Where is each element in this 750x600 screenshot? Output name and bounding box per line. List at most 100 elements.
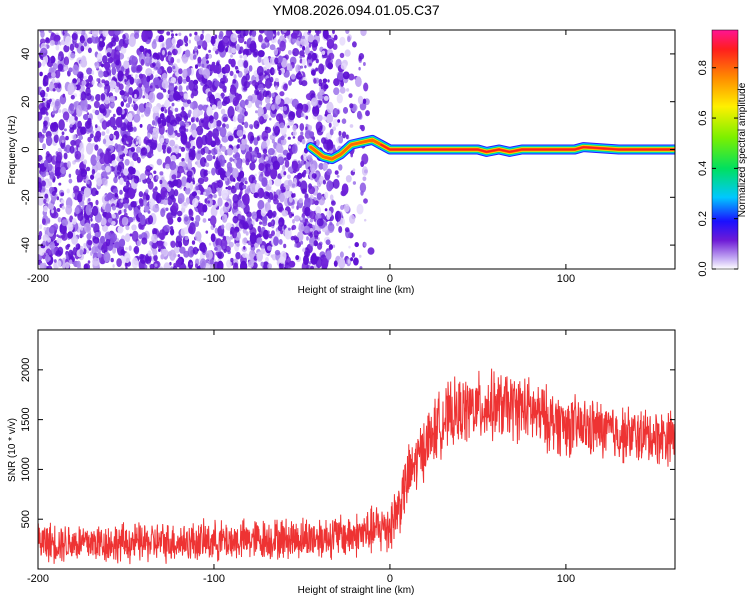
spectrogram-noise-speck	[188, 148, 196, 161]
spectrogram-noise-speck	[221, 214, 228, 223]
spectrogram-noise-speck	[65, 135, 69, 141]
spectrogram-noise-speck	[178, 85, 183, 92]
spectrogram-noise-speck	[151, 130, 159, 141]
spectrogram-noise-speck	[53, 134, 59, 144]
spectrogram-noise-speck	[157, 240, 164, 247]
spectrogram-noise-speck	[39, 262, 45, 269]
spectrogram-noise-speck	[340, 205, 344, 210]
spectrogram-noise-speck	[267, 222, 273, 228]
spectrogram-noise-speck	[283, 157, 287, 161]
spectrogram-noise-speck	[328, 244, 333, 250]
spectrogram-noise-speck	[292, 124, 297, 132]
spectrogram-noise-speck	[122, 167, 129, 176]
spectrogram-noise-speck	[138, 191, 144, 198]
spectrogram-noise-speck	[149, 174, 153, 179]
spectrogram-noise-speck	[326, 168, 332, 176]
spectrogram-noise-speck	[125, 85, 130, 93]
spectrogram-noise-speck	[177, 216, 182, 223]
spectrogram-noise-speck	[232, 215, 239, 224]
spectrogram-noise-speck	[220, 238, 228, 251]
spectrogram-noise-speck	[204, 47, 207, 51]
spectrogram-noise-speck	[43, 227, 47, 231]
spectrogram-noise-speck	[220, 108, 226, 115]
spectrogram-noise-speck	[207, 130, 213, 139]
spectrogram-noise-speck	[326, 113, 334, 124]
spectrogram-noise-speck	[300, 217, 303, 221]
spectrogram-noise-speck	[190, 92, 194, 99]
spectrogram-noise-speck	[298, 198, 303, 204]
spectrogram-noise-speck	[329, 128, 334, 136]
spectrogram-noise-speck	[291, 224, 297, 230]
spectrogram-noise-speck	[358, 53, 365, 60]
y-tick-label: 40	[20, 48, 32, 60]
spectrogram-noise-speck	[197, 104, 204, 111]
spectrogram-noise-speck	[124, 158, 130, 166]
spectrogram-noise-speck	[322, 30, 329, 40]
spectrogram-noise-speck	[72, 246, 78, 256]
spectrogram-noise-speck	[225, 171, 231, 177]
spectrogram-noise-speck	[77, 192, 83, 203]
spectrogram-noise-speck	[131, 104, 135, 108]
spectrogram-noise-speck	[202, 116, 210, 130]
spectrogram-noise-speck	[179, 125, 186, 135]
spectrogram-noise-speck	[51, 211, 59, 219]
spectrogram-noise-speck	[250, 182, 257, 194]
spectrogram-noise-speck	[105, 165, 111, 173]
spectrogram-noise-speck	[89, 201, 93, 206]
spectrogram-noise-speck	[64, 35, 72, 47]
spectrogram-noise-speck	[262, 148, 268, 155]
spectrogram-noise-speck	[121, 137, 125, 143]
spectrogram-noise-speck	[217, 179, 224, 188]
spectrogram-noise-speck	[329, 194, 334, 201]
spectrogram-noise-speck	[161, 80, 169, 89]
spectrogram-noise-speck	[159, 266, 163, 269]
spectrogram-noise-speck	[201, 63, 205, 68]
spectrogram-noise-speck	[326, 55, 331, 64]
spectrogram-noise-speck	[357, 95, 364, 105]
spectrogram-noise-speck	[52, 88, 56, 92]
spectrogram-noise-speck	[157, 117, 162, 124]
spectrogram-noise-speck	[132, 216, 136, 221]
spectrogram-noise-speck	[79, 73, 84, 81]
spectrogram-noise-speck	[339, 251, 344, 258]
spectrogram-noise-speck	[152, 228, 158, 236]
spectrogram-noise-speck	[165, 138, 170, 144]
spectrogram-noise-speck	[227, 239, 230, 244]
spectrogram-noise-speck	[298, 225, 305, 232]
spectrogram-noise-speck	[148, 91, 156, 103]
spectrogram-noise-speck	[147, 215, 154, 225]
spectrogram-noise-speck	[271, 230, 275, 237]
spectrogram-noise-speck	[141, 237, 148, 245]
spectrogram-noise-speck	[254, 85, 258, 90]
spectrogram-noise-speck	[105, 203, 112, 214]
snr-x-label: Height of straight line (km)	[298, 585, 415, 596]
spectrogram-noise-speck	[83, 41, 88, 47]
spectrogram-noise-speck	[353, 257, 359, 266]
spectrogram-noise-speck	[294, 243, 297, 248]
spectrogram-noise-speck	[243, 60, 249, 69]
spectrogram-noise-speck	[72, 78, 77, 84]
spectrogram-noise-speck	[299, 50, 305, 57]
spectrogram-noise-speck	[186, 99, 192, 105]
spectrogram-noise-speck	[157, 143, 163, 153]
spectrogram-noise-speck	[45, 254, 50, 263]
spectrogram-noise-speck	[109, 57, 114, 63]
spectrogram-noise-speck	[237, 113, 243, 120]
spectrogram-noise-speck	[194, 46, 198, 52]
spectrogram-noise-speck	[95, 124, 98, 129]
spectrogram-noise-speck	[87, 136, 92, 143]
spectrogram-noise-speck	[175, 136, 178, 141]
spectrogram-noise-speck	[85, 204, 92, 216]
spectrogram-noise-speck	[94, 231, 100, 238]
spectrogram-noise-speck	[105, 238, 111, 247]
spectrogram-noise-speck	[332, 126, 337, 131]
spectrogram-noise-speck	[129, 160, 134, 168]
spectrogram-noise-speck	[125, 68, 130, 76]
spectrogram-noise-speck	[125, 247, 128, 251]
spectrogram-noise-speck	[111, 160, 117, 167]
spectrogram-noise-speck	[170, 33, 175, 37]
spectrogram-noise-speck	[223, 96, 231, 105]
spectrogram-noise-speck	[101, 165, 106, 171]
spectrogram-noise-speck	[111, 220, 116, 226]
